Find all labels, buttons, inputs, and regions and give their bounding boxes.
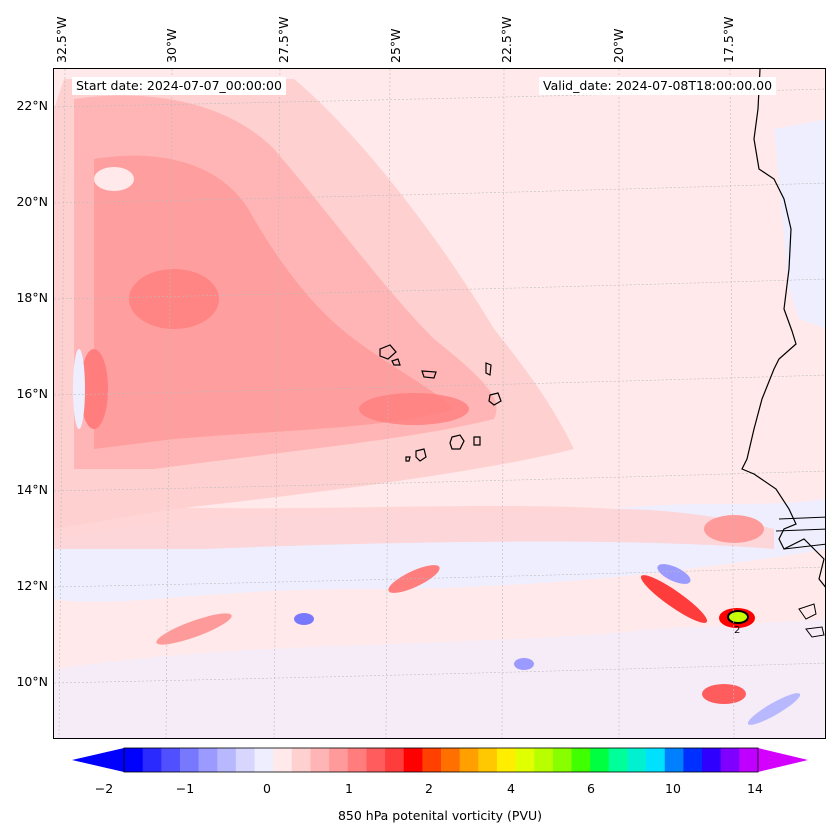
colorbar-segment: [702, 748, 722, 772]
colorbar-segment: [459, 748, 479, 772]
colorbar: [72, 747, 808, 773]
colorbar-segment: [124, 748, 144, 772]
pv-max-1: [129, 269, 219, 329]
colorbar-segment: [552, 748, 573, 772]
colorbar-tick: 4: [507, 781, 515, 796]
vortex-core: [727, 610, 749, 624]
coastline: [741, 69, 825, 588]
negative-pv-south: [54, 619, 825, 738]
colorbar-segment: [291, 748, 311, 772]
colorbar-tick: 10: [665, 781, 681, 796]
colorbar-segment: [235, 748, 256, 772]
negative-pv-area: [774, 119, 825, 329]
pv-negative-spot: [294, 613, 314, 625]
pv-negative-streak-2: [747, 693, 801, 725]
pv-coastal-band: [54, 499, 774, 549]
colorbar-segment: [142, 748, 162, 772]
lon-label: 30°W: [164, 28, 179, 63]
pv-min-1: [94, 167, 134, 191]
colorbar-segment: [366, 748, 386, 772]
colorbar-segment: [422, 748, 442, 772]
colorbar-segment: [217, 748, 237, 772]
colorbar-under-arrow: [72, 748, 124, 772]
colorbar-segment: [590, 748, 610, 772]
colorbar-title: 850 hPa potenital vorticity (PVU): [337, 808, 543, 823]
colorbar-segment: [646, 748, 666, 772]
colorbar-segment: [627, 748, 647, 772]
cape-verde-islands: [379, 344, 502, 462]
colorbar-segment: [683, 748, 703, 772]
west-africa-borders: [775, 516, 825, 638]
colorbar-segment: [329, 748, 349, 772]
colorbar-tick: −1: [175, 781, 195, 796]
lat-label: 18°N: [16, 290, 48, 305]
colorbar-segment: [478, 748, 498, 772]
colorbar-segment: [161, 748, 181, 772]
pv-streak-3: [640, 575, 708, 623]
colorbar-tick: 0: [263, 781, 271, 796]
colorbar-tick: 2: [425, 781, 433, 796]
colorbar-segment: [385, 748, 405, 772]
map-panel: 2: [53, 68, 826, 739]
contour-label: 2: [734, 625, 740, 636]
colorbar-segment: [254, 748, 274, 772]
positive-pv-core: [94, 155, 454, 449]
lat-label: 14°N: [16, 482, 48, 497]
pv-min-2: [73, 349, 85, 429]
colorbar-outline: [123, 747, 759, 773]
lon-label: 17.5°W: [721, 16, 736, 63]
lat-label: 10°N: [16, 674, 48, 689]
vorticity-map: 2: [54, 69, 825, 738]
pv-negative-spot-2: [514, 658, 534, 670]
lon-label: 25°W: [388, 28, 403, 63]
colorbar-segment: [496, 748, 517, 772]
valid-date-label: Valid_date: 2024-07-08T18:00:00.00: [539, 77, 777, 95]
colorbar-tick: 14: [747, 781, 763, 796]
pv-streak-2: [388, 565, 440, 593]
lon-label: 20°W: [611, 28, 626, 63]
colorbar-segment: [179, 748, 200, 772]
lon-label: 32.5°W: [54, 16, 69, 63]
pv-streak-4: [702, 684, 746, 704]
start-date-label: Start date: 2024-07-07_00:00:00: [72, 77, 286, 95]
colorbar-tick: 1: [345, 781, 353, 796]
colorbar-segment: [664, 748, 684, 772]
colorbar-tick: 6: [587, 781, 595, 796]
colorbar-segment: [571, 748, 591, 772]
colorbar-segment: [441, 748, 461, 772]
lat-label: 16°N: [16, 386, 48, 401]
pv-max-3: [359, 393, 469, 425]
pv-streak-1: [156, 613, 232, 645]
colorbar-tick: −2: [94, 781, 114, 796]
colorbar-segment: [608, 748, 628, 772]
lat-label: 20°N: [16, 194, 48, 209]
lat-label: 22°N: [16, 98, 48, 113]
colorbar-segment: [720, 748, 740, 772]
lat-label: 12°N: [16, 578, 48, 593]
pv-max-2: [80, 349, 108, 429]
colorbar-segment: [403, 748, 423, 772]
colorbar-segment: [515, 748, 535, 772]
pv-max-coast: [704, 515, 764, 543]
colorbar-segment: [347, 748, 367, 772]
colorbar-segment: [534, 748, 554, 772]
colorbar-segment: [273, 748, 293, 772]
lon-label: 22.5°W: [499, 16, 514, 63]
pv-negative-streak: [657, 564, 691, 584]
colorbar-segment: [198, 748, 218, 772]
colorbar-segment: [739, 748, 759, 772]
lon-label: 27.5°W: [276, 16, 291, 63]
colorbar-segment: [310, 748, 330, 772]
colorbar-over-arrow: [758, 748, 808, 772]
